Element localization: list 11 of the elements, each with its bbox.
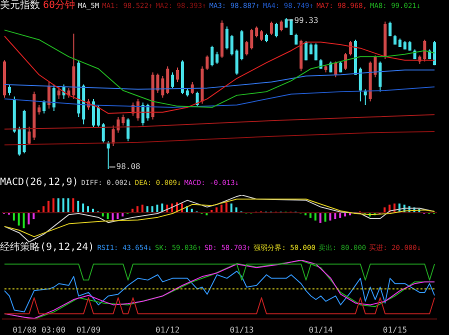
chart-title: 经纬策略(9,12,24) xyxy=(0,242,94,254)
annotation: 99.33 xyxy=(294,16,318,25)
chart-subtitle: 60分钟 xyxy=(43,0,76,12)
x-tick-label: 01/15 xyxy=(382,326,408,335)
annotation: 98.08 xyxy=(116,162,141,171)
x-tick-label: 01/14 xyxy=(308,326,334,335)
x-tick-label: 01/09 xyxy=(76,326,101,335)
x-tick-label: 01/13 xyxy=(230,326,254,335)
x-tick-label: 01/08 03:00 xyxy=(12,326,66,335)
chart-title: MACD(26,12,9) xyxy=(0,177,78,189)
x-tick-label: 01/12 xyxy=(156,326,180,335)
